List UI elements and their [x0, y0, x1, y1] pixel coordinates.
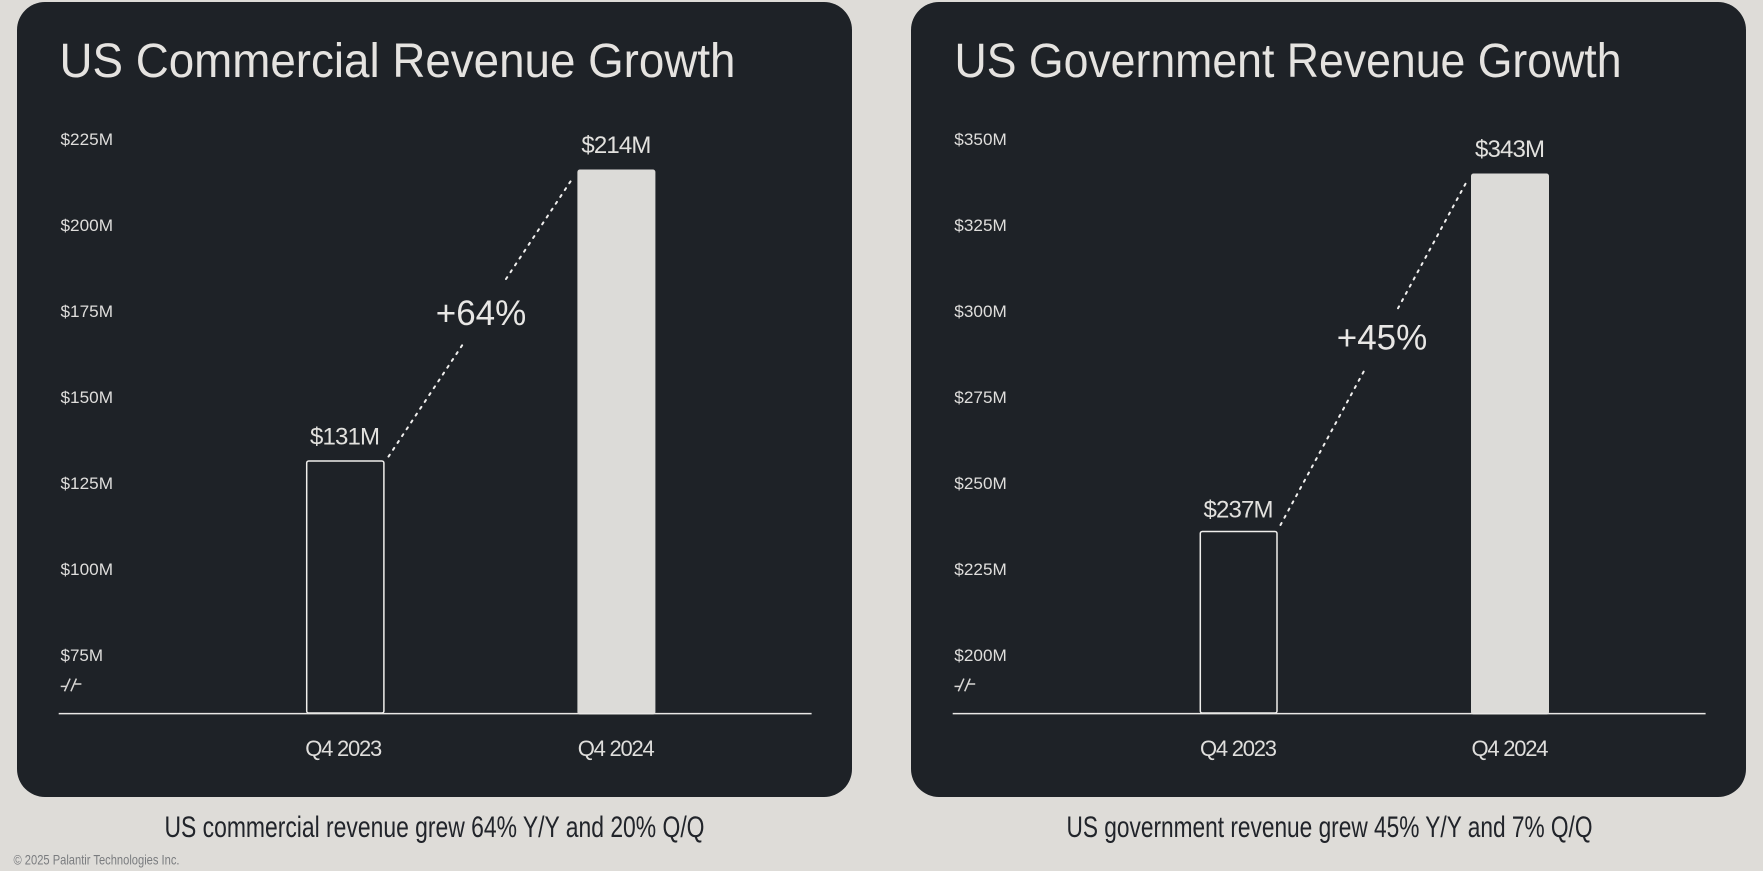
svg-text:$325M: $325M [954, 216, 1007, 235]
svg-text:$225M: $225M [954, 560, 1007, 579]
svg-text:US Government Revenue Growth: US Government Revenue Growth [955, 35, 1622, 88]
svg-text:US commercial revenue grew 64%: US commercial revenue grew 64% Y/Y and 2… [165, 811, 705, 844]
svg-text:$200M: $200M [954, 646, 1007, 665]
svg-text:US Commercial Revenue Growth: US Commercial Revenue Growth [60, 35, 736, 88]
svg-text:© 2025 Palantir Technologies I: © 2025 Palantir Technologies Inc. [14, 851, 180, 867]
svg-text:Q4 2024: Q4 2024 [578, 736, 655, 761]
svg-text:$75M: $75M [61, 646, 104, 665]
svg-text:$275M: $275M [954, 388, 1007, 407]
svg-text:$200M: $200M [61, 216, 114, 235]
svg-text:$343M: $343M [1475, 136, 1545, 163]
svg-text:$350M: $350M [954, 130, 1007, 149]
svg-text:$225M: $225M [61, 130, 114, 149]
svg-text:US government revenue grew 45%: US government revenue grew 45% Y/Y and 7… [1067, 811, 1593, 844]
svg-text:$125M: $125M [61, 474, 114, 493]
svg-text:$214M: $214M [581, 132, 651, 159]
svg-text:$237M: $237M [1204, 497, 1274, 524]
svg-text:Q4 2024: Q4 2024 [1472, 736, 1549, 761]
svg-text:+64%: +64% [436, 294, 527, 333]
svg-text:Q4 2023: Q4 2023 [305, 736, 382, 761]
svg-text:Q4 2023: Q4 2023 [1200, 736, 1277, 761]
svg-text:$250M: $250M [954, 474, 1007, 493]
svg-text:$131M: $131M [310, 424, 380, 451]
svg-text:$100M: $100M [61, 560, 114, 579]
svg-text:$175M: $175M [61, 302, 114, 321]
svg-text:$150M: $150M [61, 388, 114, 407]
svg-text:+45%: +45% [1337, 319, 1428, 358]
svg-text:$300M: $300M [954, 302, 1007, 321]
